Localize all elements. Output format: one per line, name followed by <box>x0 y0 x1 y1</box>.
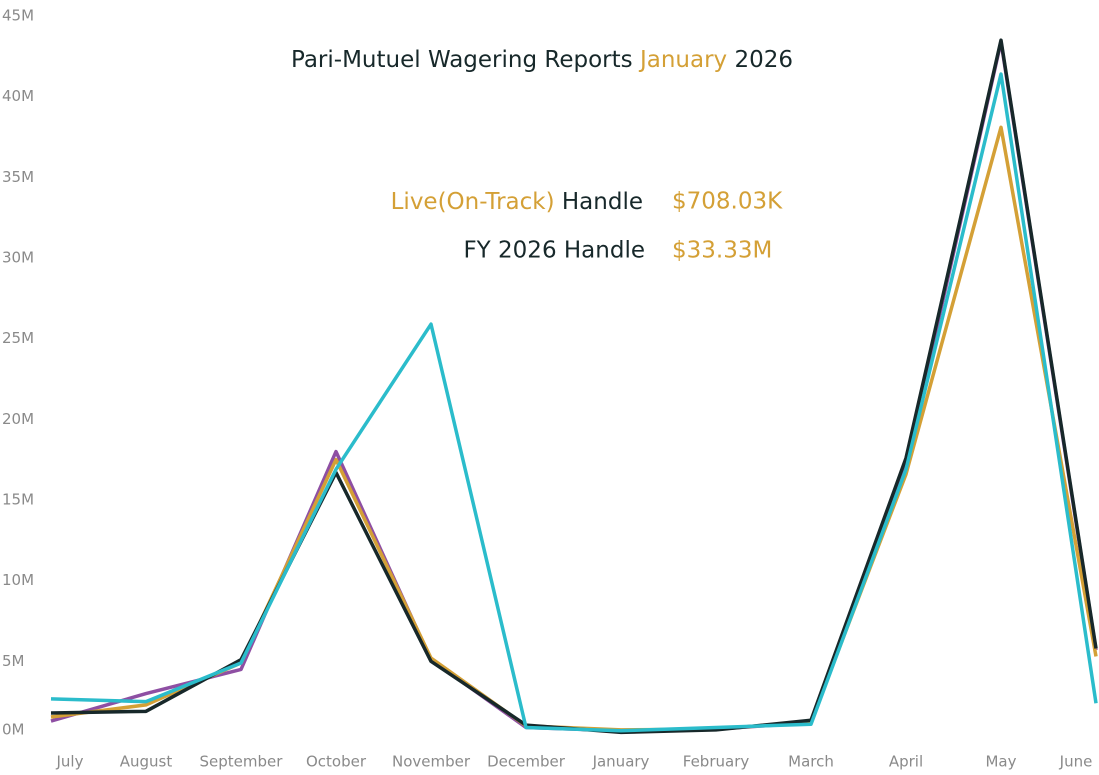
x-tick-label: January <box>592 753 650 771</box>
y-tick-label: 25M <box>2 329 34 347</box>
series-line <box>50 38 1098 735</box>
annotation-part: Handle <box>562 189 643 215</box>
y-tick-label: 15M <box>2 491 34 509</box>
annotation-value: $708.03K <box>672 189 783 215</box>
y-tick-label: 35M <box>2 168 34 186</box>
y-tick-label: 40M <box>2 87 34 105</box>
y-tick-label: 5M <box>2 652 25 670</box>
y-tick-label: 10M <box>2 571 34 589</box>
x-tick-label: October <box>306 753 367 771</box>
annotation-part: Live(On-Track) <box>391 189 555 215</box>
x-tick-label: July <box>56 753 84 771</box>
x-tick-label: December <box>487 753 566 771</box>
x-tick-label: February <box>683 753 750 771</box>
x-tick-label: March <box>788 753 834 771</box>
y-tick-label: 0M <box>2 721 25 739</box>
x-tick-label: June <box>1059 753 1093 771</box>
chart-title: Pari-Mutuel Wagering Reports January 202… <box>291 47 793 73</box>
series-line <box>50 72 1098 733</box>
title-part: Pari-Mutuel Wagering Reports <box>291 47 633 73</box>
x-tick-label: May <box>985 753 1016 771</box>
x-tick-label: November <box>392 753 471 771</box>
y-tick-label: 30M <box>2 249 34 267</box>
y-tick-label: 20M <box>2 410 34 428</box>
x-tick-label: August <box>120 753 173 771</box>
series-line <box>50 40 1098 733</box>
annotation-label: Live(On-Track) Handle <box>391 189 643 215</box>
y-tick-label: 45M <box>2 7 34 25</box>
title-year: 2026 <box>734 47 793 73</box>
title-month: January <box>638 47 727 73</box>
x-tick-label: April <box>889 753 923 771</box>
x-tick-label: September <box>200 753 284 771</box>
series-line <box>50 125 1098 732</box>
annotation-value: $33.33M <box>672 238 772 264</box>
annotation-label: FY 2026 Handle <box>463 238 645 264</box>
